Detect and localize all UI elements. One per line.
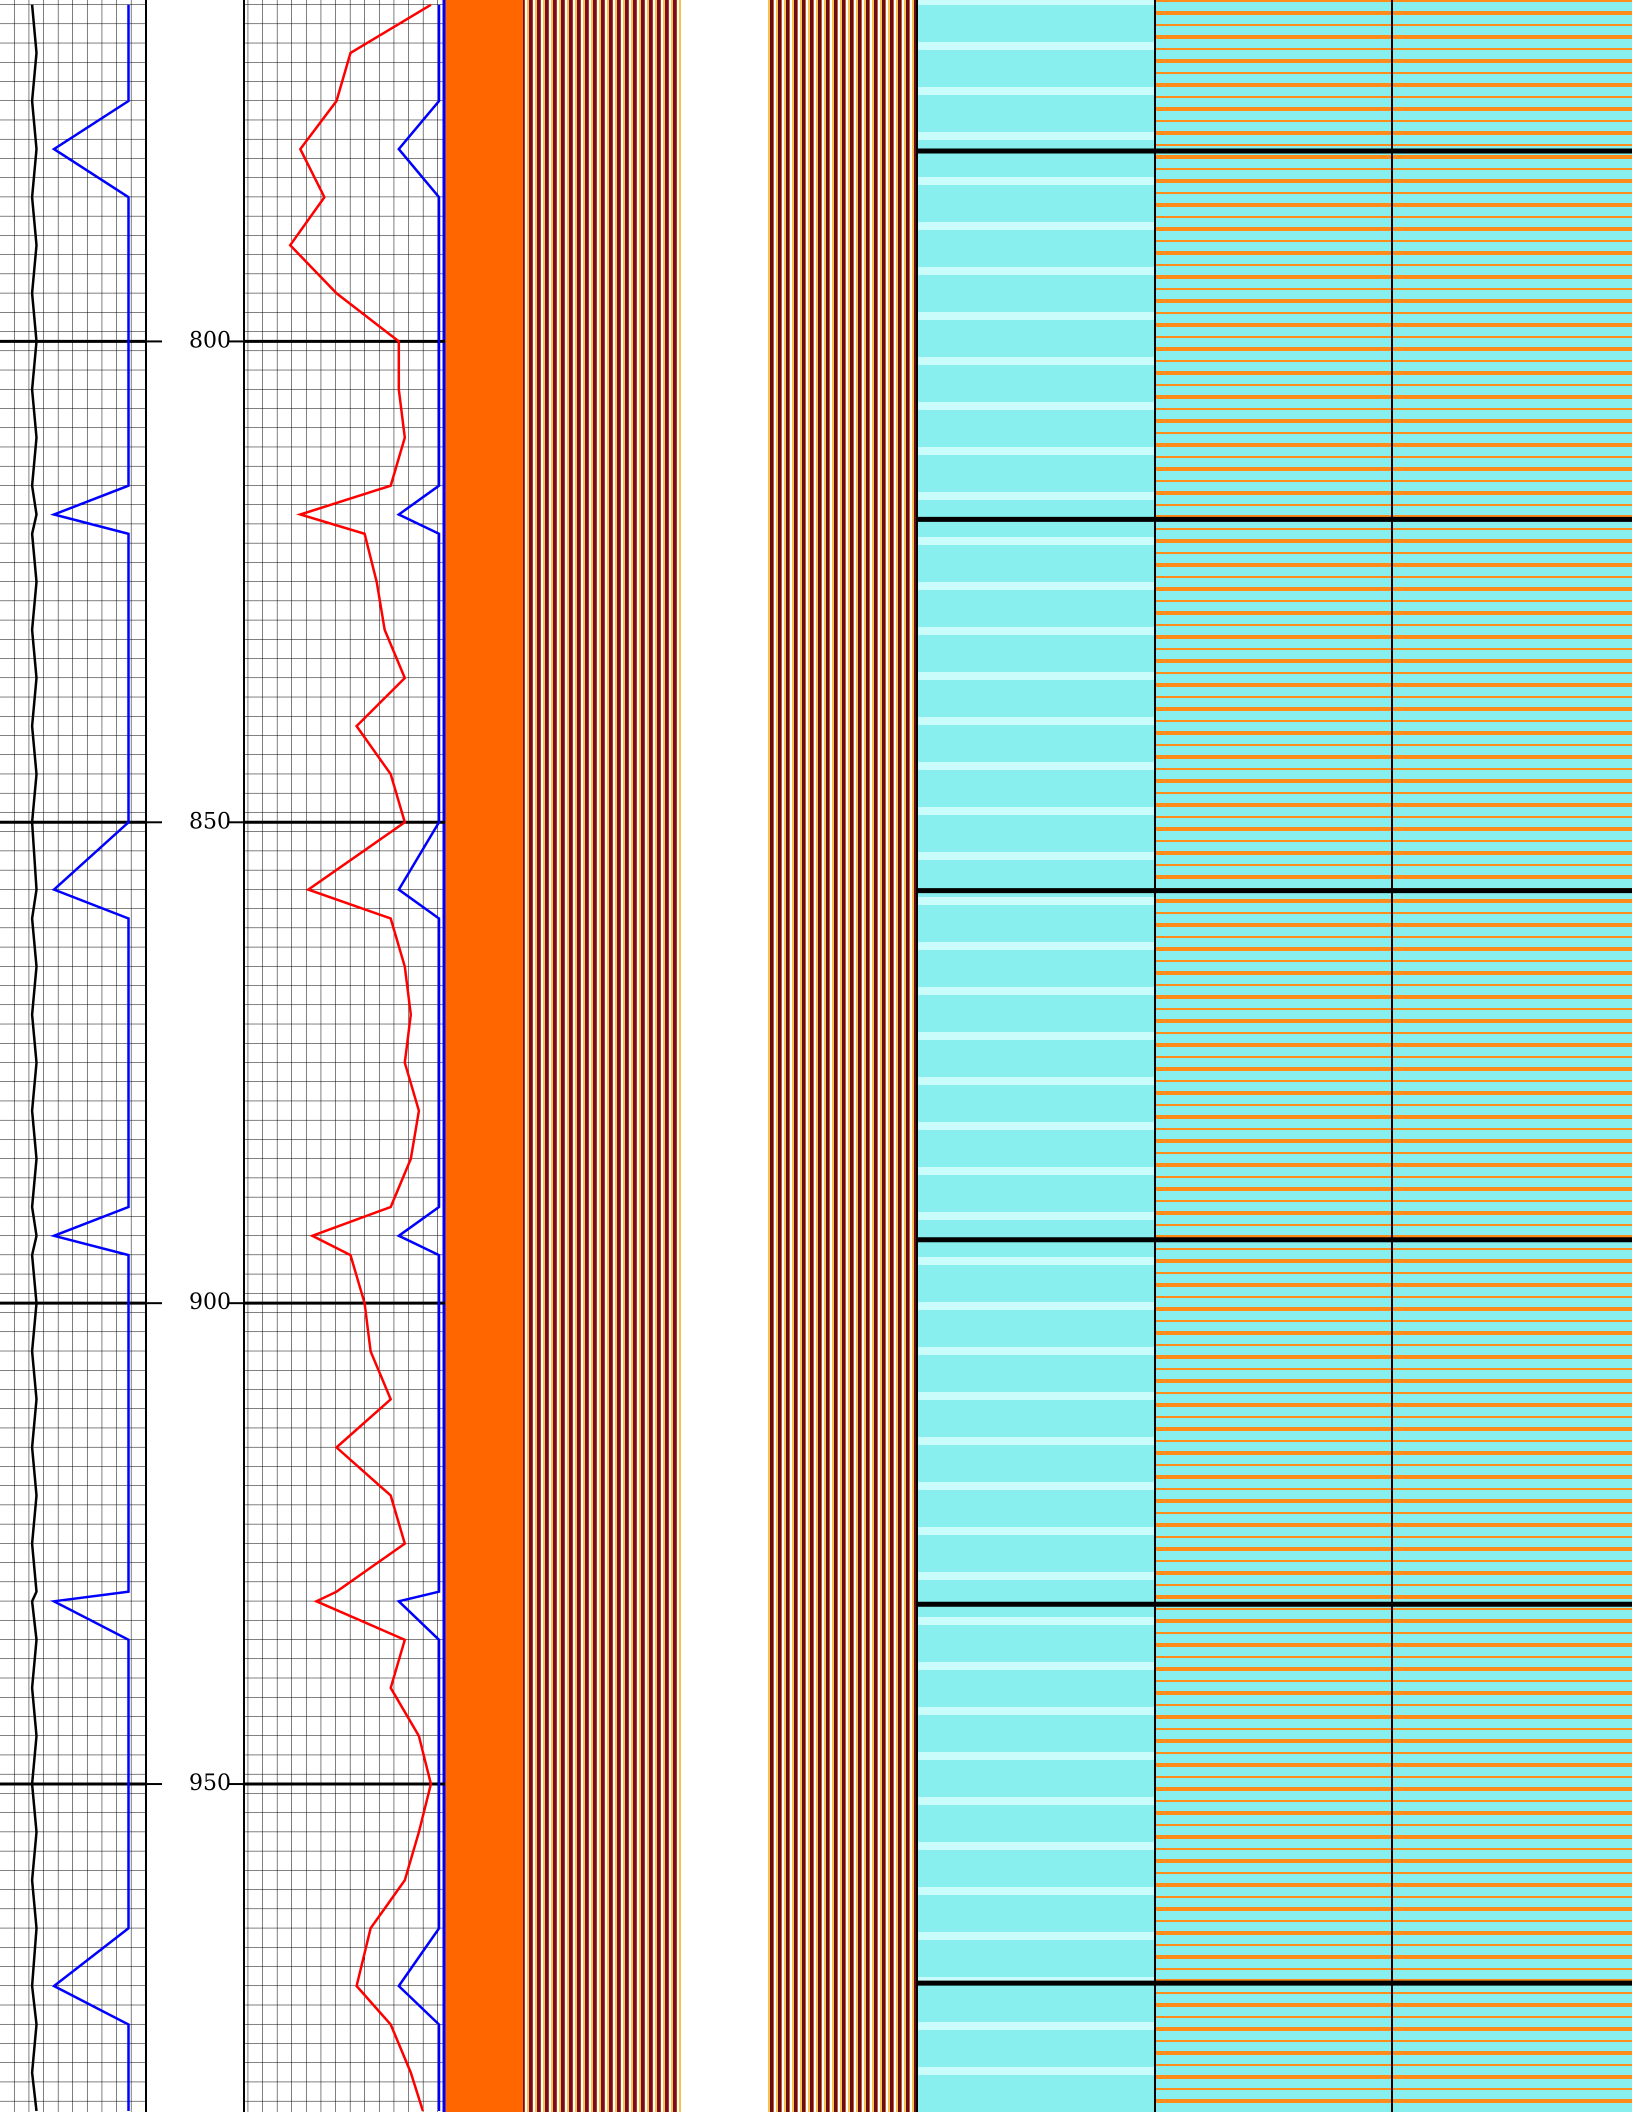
depth-label: 900 bbox=[189, 1290, 231, 1315]
log-curve bbox=[288, 3, 433, 2112]
grid-pattern bbox=[0, 0, 146, 2112]
depth-label: 800 bbox=[189, 328, 231, 353]
grid-pattern bbox=[244, 0, 445, 2112]
waveform-track bbox=[766, 0, 917, 2112]
log-curve bbox=[49, 4, 130, 2111]
log-curve bbox=[30, 4, 38, 2112]
image-track bbox=[917, 0, 1155, 2112]
waveform-track bbox=[445, 0, 681, 2112]
log-curve bbox=[396, 4, 441, 2111]
depth-label: 950 bbox=[189, 1771, 231, 1796]
depth-label: 850 bbox=[189, 809, 231, 834]
image-track bbox=[1392, 0, 1632, 2112]
image-track bbox=[1155, 0, 1392, 2112]
